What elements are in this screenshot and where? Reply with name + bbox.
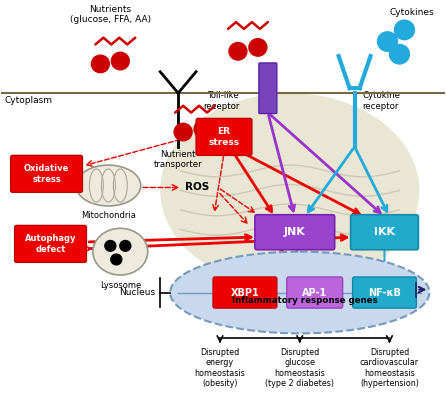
- Text: AP-1: AP-1: [302, 287, 327, 297]
- FancyBboxPatch shape: [15, 225, 87, 262]
- FancyBboxPatch shape: [259, 63, 277, 114]
- Circle shape: [112, 52, 129, 70]
- Text: Mitochondria: Mitochondria: [81, 211, 136, 220]
- Text: Cytoplasm: Cytoplasm: [4, 96, 53, 105]
- Circle shape: [394, 20, 414, 40]
- Circle shape: [194, 120, 212, 138]
- FancyBboxPatch shape: [287, 277, 343, 308]
- Text: Cytokines: Cytokines: [389, 8, 434, 17]
- Ellipse shape: [76, 165, 141, 206]
- Circle shape: [229, 42, 247, 60]
- Text: JNK: JNK: [284, 227, 306, 237]
- Text: Nucleus: Nucleus: [119, 288, 155, 297]
- Ellipse shape: [170, 252, 429, 333]
- Text: Oxidative
stress: Oxidative stress: [24, 164, 69, 183]
- FancyBboxPatch shape: [351, 215, 418, 250]
- Circle shape: [105, 241, 116, 251]
- Text: Disrupted
glucose
homeostasis
(type 2 diabetes): Disrupted glucose homeostasis (type 2 di…: [265, 348, 334, 388]
- Text: Disrupted
cardiovascular
homeostasis
(hypertension): Disrupted cardiovascular homeostasis (hy…: [360, 348, 419, 388]
- Ellipse shape: [160, 93, 419, 288]
- Text: Nutrient
transporter: Nutrient transporter: [154, 150, 202, 169]
- Text: IKK: IKK: [374, 227, 395, 237]
- Circle shape: [120, 241, 131, 251]
- Circle shape: [249, 39, 267, 56]
- Text: Autophagy
defect: Autophagy defect: [25, 234, 76, 254]
- Text: Nutrients
(glucose, FFA, AA): Nutrients (glucose, FFA, AA): [70, 5, 151, 24]
- Text: Cytokine
receptor: Cytokine receptor: [363, 91, 401, 111]
- Text: Toll-like
receptor: Toll-like receptor: [203, 91, 240, 111]
- Text: ROS: ROS: [185, 183, 209, 193]
- FancyBboxPatch shape: [213, 277, 277, 308]
- FancyBboxPatch shape: [353, 277, 417, 308]
- Circle shape: [111, 254, 122, 265]
- Text: NF-κB: NF-κB: [368, 287, 401, 297]
- Text: ER
stress: ER stress: [208, 127, 240, 146]
- Text: Disrupted
energy
homeostasis
(obesity): Disrupted energy homeostasis (obesity): [194, 348, 245, 388]
- Text: Lysosome: Lysosome: [100, 281, 141, 290]
- Text: XBP1: XBP1: [231, 287, 259, 297]
- FancyBboxPatch shape: [196, 118, 252, 155]
- FancyBboxPatch shape: [11, 155, 83, 192]
- Text: Inflammatory response genes: Inflammatory response genes: [232, 296, 378, 305]
- Circle shape: [389, 44, 409, 64]
- Ellipse shape: [93, 228, 148, 275]
- Circle shape: [174, 123, 192, 141]
- FancyBboxPatch shape: [255, 215, 334, 250]
- Circle shape: [377, 32, 397, 51]
- Circle shape: [91, 55, 109, 73]
